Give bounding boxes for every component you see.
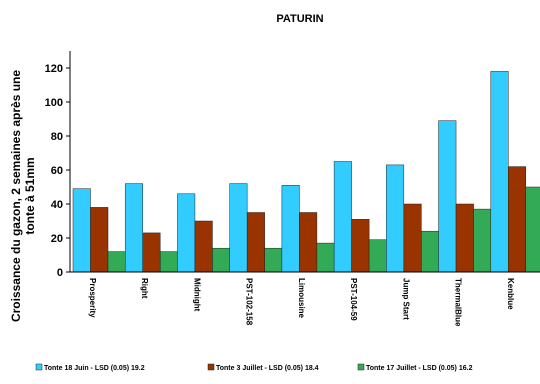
bars [72, 71, 540, 273]
x-tick-label: PST-102-158 [245, 278, 254, 326]
legend-swatch [357, 363, 365, 371]
bar-june18-pst-102-158 [229, 183, 248, 273]
bar-june18-jump-start [386, 164, 405, 273]
bar-july17-right [159, 251, 178, 273]
y-tick-label: 40 [51, 199, 63, 211]
x-tick-label: PST-104-59 [349, 278, 358, 321]
x-tick-label: Jump Start [401, 278, 410, 320]
bar-july3-kenblue [508, 166, 527, 273]
legend-swatch [35, 363, 43, 371]
bar-july3-pst-104-59 [351, 219, 370, 273]
x-tick-label: Midnight [192, 278, 201, 312]
chart-title: PATURIN [276, 13, 323, 25]
legend-label: Tonte 3 Juillet - LSD (0.05) 18.4 [216, 365, 319, 372]
bar-june18-right [124, 183, 143, 273]
y-axis-label: Croissance du gazon, 2 semaines après un… [9, 70, 37, 322]
x-tick-label: Kenblue [506, 278, 515, 310]
y-axis-label-line: Croissance du gazon, 2 semaines après un… [9, 70, 23, 322]
x-tick-label: Right [140, 278, 149, 299]
bar-july17-limousine [316, 242, 335, 273]
y-tick-label: 0 [57, 267, 63, 279]
bar-july17-pst-102-158 [264, 247, 283, 273]
bar-july17-midnight [212, 247, 231, 273]
x-tick-labels: Prosperity Right Midnight PST-102-158 Limous… [88, 278, 515, 327]
axes [69, 51, 540, 273]
bar-july17-thermalblue [473, 208, 492, 273]
bar-july3-pst-102-158 [246, 212, 265, 273]
bar-july3-limousine [299, 212, 318, 273]
y-axis-label-line: tonte à 51mm [23, 157, 37, 234]
bar-july17-kenblue [525, 186, 540, 273]
y-ticks: 0 20 40 60 80 100 120 [45, 63, 70, 279]
legend: Tonte 18 Juin - LSD (0.05) 19.2 Tonte 3 J… [35, 363, 473, 372]
y-tick-label: 20 [51, 233, 63, 245]
bar-june18-midnight [177, 193, 196, 273]
bar-june18-kenblue [490, 71, 509, 273]
bar-july17-jump-start [421, 230, 440, 273]
bar-july17-pst-104-59 [368, 239, 387, 273]
x-tick-label: Prosperity [88, 278, 97, 318]
bar-june18-pst-104-59 [333, 161, 352, 273]
y-tick-label: 80 [51, 131, 63, 143]
y-tick-label: 60 [51, 165, 63, 177]
bar-july17-prosperity [107, 251, 126, 273]
bar-july3-right [142, 232, 161, 273]
bar-july3-prosperity [90, 207, 109, 273]
legend-label: Tonte 17 Juillet - LSD (0.05) 16.2 [366, 365, 473, 372]
bar-july3-thermalblue [455, 203, 474, 273]
legend-swatch [207, 363, 215, 371]
x-tick-label: ThermalBlue [454, 278, 463, 327]
bar-july3-jump-start [403, 203, 422, 273]
y-tick-label: 100 [45, 97, 63, 109]
bar-june18-thermalblue [438, 120, 457, 273]
y-tick-label: 120 [45, 63, 63, 75]
bar-june18-prosperity [72, 188, 91, 273]
legend-label: Tonte 18 Juin - LSD (0.05) 19.2 [44, 365, 145, 372]
x-tick-label: Limousine [297, 278, 306, 319]
bar-july3-midnight [194, 220, 213, 273]
bar-june18-limousine [281, 185, 300, 273]
